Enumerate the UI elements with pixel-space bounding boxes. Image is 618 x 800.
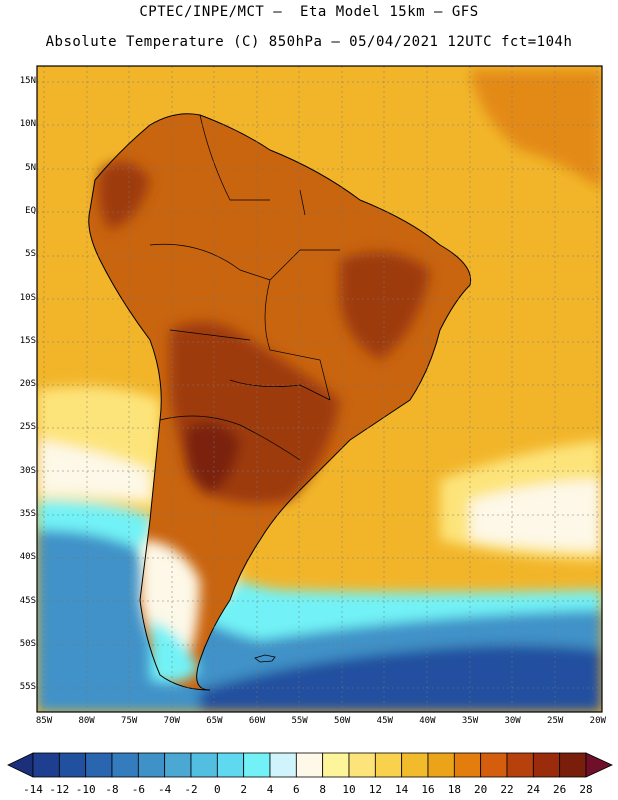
colorbar-label: -4 — [158, 783, 172, 796]
lon-label: 55W — [291, 716, 308, 726]
colorbar-label: 12 — [368, 783, 382, 796]
lat-label: 25S — [19, 422, 36, 433]
lon-label: 65W — [206, 716, 223, 726]
grid-lines — [37, 66, 602, 712]
colorbar-cell — [559, 752, 587, 778]
colorbar-low-arrow — [7, 752, 34, 778]
andes-north-hot — [98, 162, 150, 230]
lat-label: 45S — [19, 595, 36, 606]
lon-label: 25W — [547, 716, 564, 726]
lat-label: 35S — [19, 509, 36, 519]
lat-label: 50S — [19, 638, 36, 649]
colorbar-cell — [111, 752, 139, 778]
colorbar-cell — [322, 752, 350, 778]
colorbar-label: 26 — [553, 783, 567, 796]
lon-label: 40W — [419, 716, 436, 726]
lon-label: 60W — [248, 716, 266, 726]
falkland-islands — [254, 654, 276, 663]
colorbar-cell — [348, 752, 376, 778]
temperature-map — [36, 65, 603, 713]
southern-cold-3 — [200, 645, 602, 712]
colorbar-cell — [85, 752, 113, 778]
lat-label: 40S — [19, 552, 36, 563]
colorbar-label: -6 — [131, 783, 145, 796]
colorbar-label: 20 — [474, 783, 488, 796]
south-tip-cold — [150, 620, 200, 684]
coastline — [88, 113, 472, 691]
lat-label: 15S — [19, 335, 36, 346]
colorbar-label: 6 — [293, 783, 300, 796]
colorbar-cell — [401, 752, 429, 778]
colorbar-cell — [32, 752, 60, 778]
colorbar-cell — [190, 752, 218, 778]
title-line-2: Absolute Temperature (C) 850hPa – 05/04/… — [45, 34, 573, 50]
lat-label: 55S — [19, 682, 36, 693]
colorbar-label: -10 — [75, 783, 96, 796]
colorbar-cell — [58, 752, 87, 778]
colorbar-label: -8 — [105, 783, 119, 796]
colorbar-cell — [506, 752, 534, 778]
colorbar — [7, 752, 613, 778]
colorbar-label: 14 — [395, 783, 409, 796]
colorbar-label: 10 — [342, 783, 356, 796]
interior-core — [185, 422, 240, 495]
lon-label: 75W — [121, 716, 138, 726]
lon-label: 45W — [376, 716, 393, 726]
colorbar-cell — [532, 752, 561, 778]
lon-label: 70W — [163, 716, 180, 726]
colorbar-cell — [480, 752, 508, 778]
colorbar-label: 22 — [500, 783, 514, 796]
colorbar-cell — [269, 752, 297, 778]
atlantic-cool-core — [470, 480, 602, 550]
lat-label: 5N — [25, 162, 36, 173]
colorbar-label: 2 — [240, 783, 247, 796]
title-line-1: CPTEC/INPE/MCT – Eta Model 15km – GFS — [139, 4, 479, 20]
lat-label: 20S — [19, 379, 36, 390]
lat-label: 30S — [19, 465, 36, 476]
colorbar-label: 24 — [526, 783, 540, 796]
lon-label: 50W — [334, 716, 351, 726]
lat-label: 10S — [19, 292, 36, 303]
northeast-hot-ocean — [470, 70, 602, 190]
brazil-hot — [340, 252, 430, 360]
lat-label: 5S — [25, 249, 36, 260]
lat-label: 10N — [19, 119, 36, 130]
colorbar-label: 8 — [319, 783, 326, 796]
lon-label: 85W — [35, 716, 53, 726]
colorbar-label: -14 — [23, 783, 43, 796]
colorbar-cell — [243, 752, 271, 778]
colorbar-cell — [374, 752, 403, 778]
colorbar-cell — [216, 752, 245, 778]
lat-label: 15N — [19, 76, 36, 86]
colorbar-cell — [137, 752, 166, 778]
pacific-cool-patch — [37, 440, 150, 500]
lon-label: 20W — [589, 716, 606, 726]
colorbar-label: -12 — [49, 783, 70, 796]
colorbar-label: 28 — [579, 783, 593, 796]
colorbar-label: 18 — [447, 783, 461, 796]
lon-label: 35W — [461, 716, 479, 726]
colorbar-label: 4 — [266, 783, 274, 796]
colorbar-cell — [295, 752, 324, 778]
lat-label: EQ — [25, 205, 36, 216]
colorbar-label: -2 — [184, 783, 198, 796]
colorbar-label: 0 — [214, 783, 221, 796]
lon-label: 80W — [78, 716, 95, 726]
colorbar-cell — [427, 752, 455, 778]
colorbar-label: 16 — [421, 783, 435, 796]
colorbar-cell — [164, 752, 192, 778]
lon-label: 30W — [504, 716, 521, 726]
map-frame — [36, 65, 603, 713]
colorbar-high-arrow — [585, 752, 613, 778]
colorbar-cell — [453, 752, 482, 778]
